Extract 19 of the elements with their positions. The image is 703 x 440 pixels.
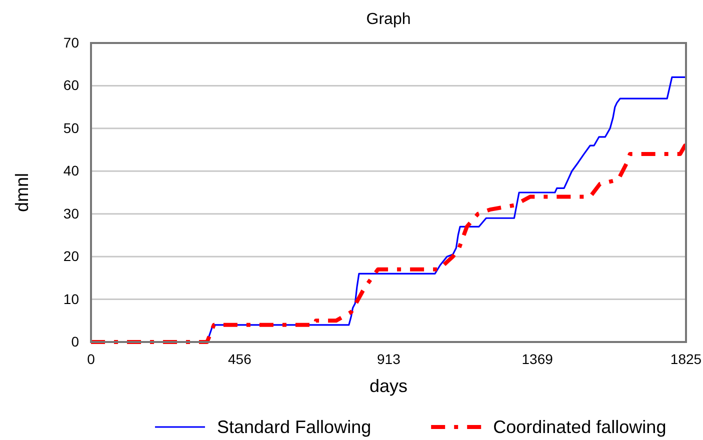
chart-title: Graph xyxy=(366,11,411,28)
legend-label: Standard Fallowing xyxy=(217,417,372,437)
y-tick-label: 20 xyxy=(63,248,80,264)
y-tick-label: 10 xyxy=(63,290,80,307)
y-tick-label: 40 xyxy=(63,162,80,179)
y-tick-label: 70 xyxy=(63,34,80,50)
x-tick-label: 0 xyxy=(87,350,96,367)
y-tick-label: 60 xyxy=(63,77,80,94)
y-tick-label: 30 xyxy=(63,205,80,222)
x-axis-title: days xyxy=(369,376,408,396)
y-axis-title: dmnl xyxy=(12,172,32,212)
y-tick-label: 50 xyxy=(63,120,80,136)
x-tick-label: 1369 xyxy=(522,350,554,367)
x-tick-label: 1825 xyxy=(670,350,702,367)
y-tick-label: 0 xyxy=(71,333,80,350)
x-tick-label: 456 xyxy=(228,350,252,367)
legend-label: Coordinated fallowing xyxy=(493,417,666,437)
x-tick-label: 913 xyxy=(376,350,401,367)
line-series xyxy=(89,144,688,344)
